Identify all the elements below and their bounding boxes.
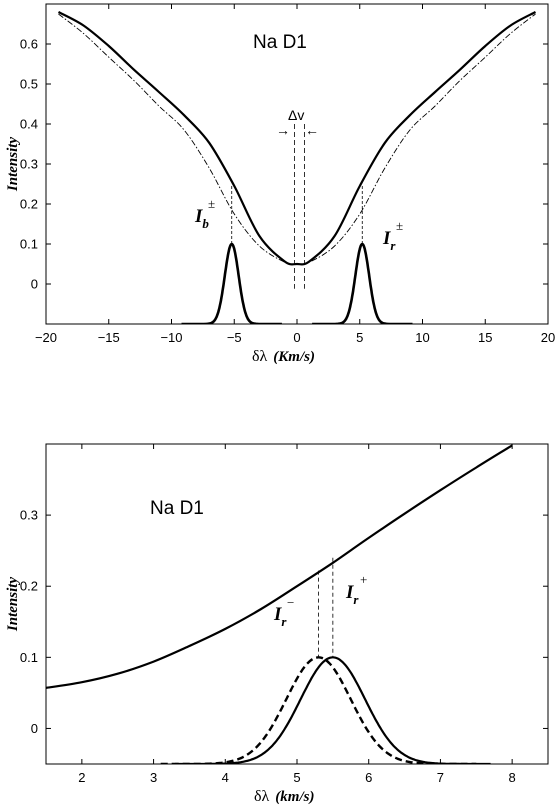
y-tick-label: 0.1 xyxy=(20,237,38,252)
bottom-plot-frame xyxy=(45,443,549,765)
y-tick-label: 0.4 xyxy=(20,117,38,132)
top-series-2 xyxy=(181,242,282,324)
ir-sub: r xyxy=(390,238,396,253)
bottom-y-ticks: 0 0.1 0.2 0.3 xyxy=(20,508,548,736)
ir-main: I xyxy=(382,228,391,249)
x-tick-label: 2 xyxy=(78,770,85,785)
irp-sup: + xyxy=(360,572,367,587)
x-tick-label: −5 xyxy=(227,330,242,345)
bottom-y-axis-label: Intensity xyxy=(5,577,21,633)
x-tick-label: 10 xyxy=(415,330,429,345)
top-y-axis-text: Intensity xyxy=(5,137,21,193)
ir-annotation: Ir xyxy=(382,228,396,253)
bottom-chart-title: Na D1 xyxy=(150,498,204,519)
top-x-axis-label: δλ (Km/s) xyxy=(252,348,315,365)
arrow-left-mark: ← xyxy=(305,122,319,138)
arrow-right-mark: → xyxy=(276,122,290,138)
irp-main: I xyxy=(345,582,354,603)
top-y-ticks: 0 0.1 0.2 0.3 0.4 0.5 0.6 xyxy=(20,37,548,292)
y-tick-label: 0.1 xyxy=(20,650,38,665)
y-tick-label: 0.6 xyxy=(20,37,38,52)
bottom-x-axis-label: δλ (km/s) xyxy=(254,788,314,805)
bottom-y-axis-text: Intensity xyxy=(5,577,21,633)
irm-sub: r xyxy=(281,614,287,629)
x-tick-label: 3 xyxy=(150,770,157,785)
top-panel: −20 −15 −10 −5 0 5 10 15 20 00.10.20.30.40.50.6 … xyxy=(5,3,555,365)
top-x-axis-unit: (Km/s) xyxy=(273,349,315,365)
top-chart-title: Na D1 xyxy=(253,32,307,53)
y-tick-label: 0.3 xyxy=(20,508,38,523)
y-tick-label: 0.3 xyxy=(20,157,38,172)
x-tick-label: 6 xyxy=(365,770,372,785)
ir-sup: ± xyxy=(396,218,403,233)
ib-sub: b xyxy=(202,216,209,231)
y-tick-label: 0.2 xyxy=(20,579,38,594)
y-tick-label: 0.2 xyxy=(20,197,38,212)
irm-main: I xyxy=(273,604,282,625)
x-tick-label: 4 xyxy=(222,770,229,785)
top-y-axis-label: Intensity xyxy=(5,137,21,193)
x-tick-label: −20 xyxy=(35,330,57,345)
bottom-panel: 2 3 4 5 6 7 8 0 0.1 0.2 0.3 Na D1 Ir − Ir + Inten… xyxy=(5,443,549,805)
irp-annotation: Ir xyxy=(345,582,359,607)
irm-annotation: Ir xyxy=(273,604,287,629)
x-tick-label: 5 xyxy=(293,770,300,785)
bottom-x-axis-symbol: δλ xyxy=(254,788,270,805)
top-curves xyxy=(57,11,537,324)
top-x-ticks: −20 −15 −10 −5 0 5 10 15 20 xyxy=(35,4,555,345)
y-tick-label: 0.5 xyxy=(20,77,38,92)
top-series-group xyxy=(57,11,537,324)
top-series-0 xyxy=(57,11,537,266)
x-tick-label: −15 xyxy=(98,330,120,345)
x-tick-label: 8 xyxy=(509,770,516,785)
bottom-curves xyxy=(46,444,513,764)
top-series-3 xyxy=(312,242,413,324)
bottom-x-axis-unit: (km/s) xyxy=(275,789,314,805)
bottom-series-2 xyxy=(175,656,491,764)
x-tick-label: 7 xyxy=(437,770,444,785)
ib-main: I xyxy=(194,206,203,227)
x-tick-label: 20 xyxy=(541,330,555,345)
ib-annotation: Ib xyxy=(194,206,209,231)
x-tick-label: −10 xyxy=(160,330,182,345)
bottom-x-ticks: 2 3 4 5 6 7 8 xyxy=(78,444,516,785)
y-tick-label: 0 xyxy=(31,721,38,736)
delta-v-label: Δv xyxy=(288,107,304,123)
x-tick-label: 0 xyxy=(293,330,300,345)
bottom-series-group xyxy=(46,444,513,764)
top-x-axis-symbol: δλ xyxy=(252,348,268,365)
x-tick-label: 15 xyxy=(478,330,492,345)
x-tick-label: 5 xyxy=(356,330,363,345)
bottom-series-1 xyxy=(160,656,477,764)
irp-sub: r xyxy=(353,592,359,607)
irm-sup: − xyxy=(287,595,294,610)
bottom-series-0 xyxy=(46,444,513,689)
y-tick-label: 0 xyxy=(31,277,38,292)
ib-sup: ± xyxy=(208,196,215,211)
